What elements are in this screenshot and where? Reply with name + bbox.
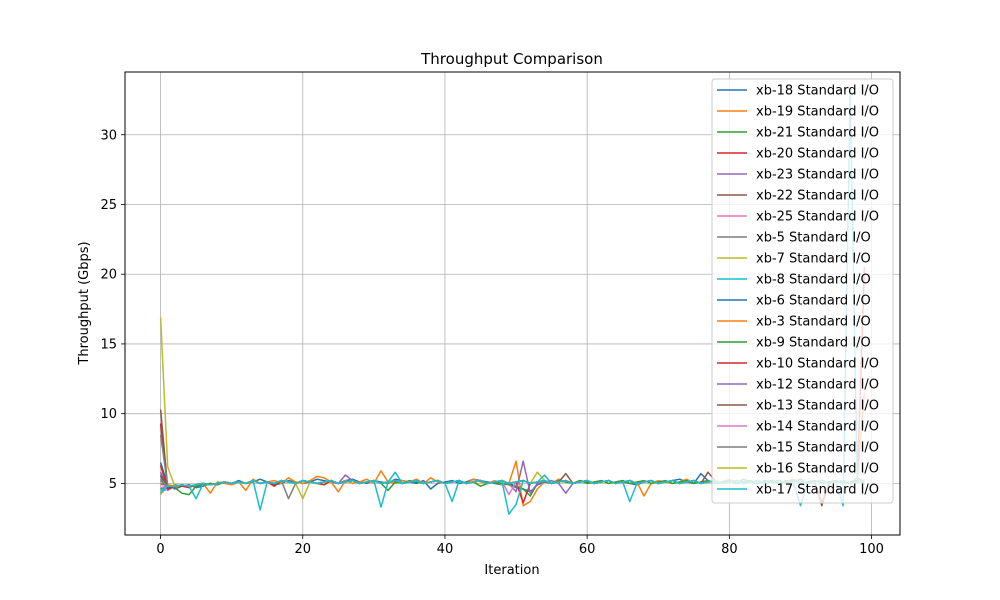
x-axis-label: Iteration	[484, 563, 539, 578]
legend-label: xb-12 Standard I/O	[756, 378, 879, 393]
y-tick-label: 30	[100, 128, 117, 143]
legend-label: xb-25 Standard I/O	[756, 210, 879, 225]
y-tick-label: 25	[100, 198, 117, 213]
legend-label: xb-22 Standard I/O	[756, 189, 879, 204]
y-tick-label: 20	[100, 268, 117, 283]
legend-label: xb-19 Standard I/O	[756, 105, 879, 120]
legend-label: xb-9 Standard I/O	[756, 336, 871, 351]
legend-label: xb-7 Standard I/O	[756, 252, 871, 267]
x-tick-label: 0	[156, 542, 164, 557]
legend-label: xb-3 Standard I/O	[756, 315, 871, 330]
legend-label: xb-20 Standard I/O	[756, 147, 879, 162]
legend-box	[711, 78, 894, 504]
legend-label: xb-6 Standard I/O	[756, 294, 871, 309]
x-tick-label: 40	[437, 542, 454, 557]
legend-label: xb-13 Standard I/O	[756, 399, 879, 414]
legend-label: xb-8 Standard I/O	[756, 273, 871, 288]
x-tick-label: 60	[579, 542, 596, 557]
legend-label: xb-14 Standard I/O	[756, 420, 879, 435]
legend-label: xb-16 Standard I/O	[756, 462, 879, 477]
x-tick-label: 20	[294, 542, 311, 557]
plot-frame	[124, 71, 901, 536]
y-axis-label: Throughput (Gbps)	[77, 241, 92, 365]
legend: xb-18 Standard I/O xb-19 Standard I/O xb-2…	[711, 78, 894, 504]
y-tick-label: 15	[100, 337, 117, 352]
chart-title: Throughput Comparison	[420, 50, 603, 68]
x-tick-label: 80	[721, 542, 738, 557]
legend-label: xb-23 Standard I/O	[756, 168, 879, 183]
x-tick-label: 100	[859, 542, 884, 557]
legend-label: xb-5 Standard I/O	[756, 231, 871, 246]
y-tick-label: 10	[100, 407, 117, 422]
legend-label: xb-17 Standard I/O	[756, 483, 879, 498]
legend-label: xb-18 Standard I/O	[756, 84, 879, 99]
legend-label: xb-21 Standard I/O	[756, 126, 879, 141]
legend-label: xb-15 Standard I/O	[756, 441, 879, 456]
legend-label: xb-10 Standard I/O	[756, 357, 879, 372]
y-tick-label: 5	[109, 477, 117, 492]
ticks: 0 20 40 60 80 100 5 10 15 20 25 30	[100, 128, 884, 557]
